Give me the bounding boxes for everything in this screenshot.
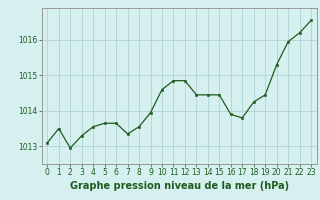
X-axis label: Graphe pression niveau de la mer (hPa): Graphe pression niveau de la mer (hPa): [70, 181, 289, 191]
